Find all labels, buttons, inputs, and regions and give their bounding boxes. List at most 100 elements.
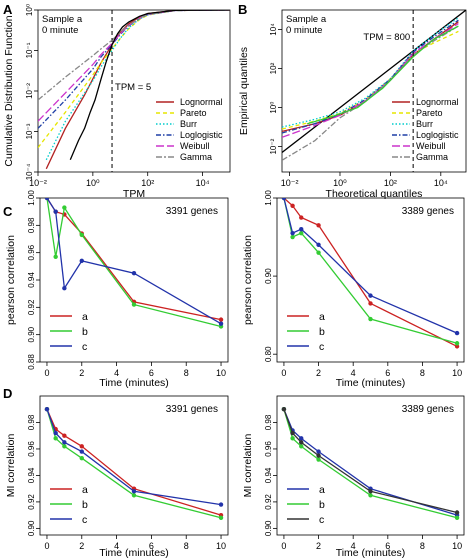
y-tick-label: 0.88	[27, 354, 36, 370]
series-group	[44, 407, 224, 520]
panel-1: B 10⁻² 10⁰ 10² 10⁴ 10⁻² 10⁰ 10² 10⁴ Theoretical q…	[238, 2, 467, 200]
data-point-c	[79, 258, 84, 264]
x-tick-label: 6	[385, 541, 390, 551]
panel-2: C 0 2 4 6 8 10 0.88 0.90 0.92 0.94 0.96 0.98 1.00 Time…	[3, 190, 229, 389]
series-group	[44, 198, 224, 329]
y-axis-label: pearson correlation	[5, 235, 17, 325]
legend-label: c	[319, 341, 324, 353]
series-line-c	[283, 408, 458, 514]
series-line-b	[283, 409, 458, 519]
data-point-b	[299, 444, 304, 449]
x-tick-label: 10²	[384, 178, 397, 188]
data-point-c	[281, 407, 287, 412]
y-axis-label: MI correlation	[242, 434, 254, 498]
y-tick-label: 0.90	[264, 520, 273, 536]
data-point-c	[290, 430, 295, 436]
x-tick-label: 10⁰	[86, 178, 100, 188]
x-tick-label: 4	[351, 368, 356, 378]
panel-letter: C	[3, 204, 13, 219]
data-point-c	[131, 270, 137, 276]
x-tick-label: 10⁰	[333, 178, 347, 188]
data-point-b	[131, 493, 137, 498]
panel-letter: D	[3, 386, 12, 401]
x-tick-label: 6	[149, 368, 154, 378]
data-point-b	[53, 436, 58, 441]
data-point-a	[62, 433, 67, 438]
legend-label: Gamma	[180, 152, 212, 162]
x-tick-label: 8	[420, 541, 425, 551]
x-tick-label: 8	[184, 541, 189, 551]
legend-label: a	[319, 311, 325, 323]
legend-label: b	[319, 499, 325, 511]
x-tick-label: 8	[420, 368, 425, 378]
x-tick-label: 10²	[141, 178, 154, 188]
y-tick-label: 0.92	[264, 494, 273, 510]
y-tick-label: 0.96	[264, 441, 273, 457]
x-tick-label: 2	[316, 368, 321, 378]
data-point-c	[62, 440, 67, 445]
y-tick-label: 10⁻¹	[25, 42, 34, 58]
y-tick-label: 0.96	[27, 441, 36, 457]
legend-label: Burr	[180, 119, 197, 129]
legend-label: c	[319, 514, 324, 526]
series-line-reference	[69, 10, 230, 161]
x-tick-label: 0	[281, 368, 286, 378]
data-point-c	[62, 286, 67, 291]
panel-letter: B	[238, 2, 247, 17]
x-tick-label: 0	[44, 541, 49, 551]
x-tick-label: 0	[44, 368, 49, 378]
x-axis-label: Time (minutes)	[99, 377, 169, 389]
data-point-b	[79, 232, 84, 238]
data-point-c	[454, 330, 460, 336]
x-tick-label: 10⁴	[196, 178, 210, 188]
data-point-a	[218, 317, 224, 322]
x-tick-label: 4	[114, 368, 119, 378]
x-tick-label: 10⁴	[434, 178, 448, 188]
data-point-a	[299, 215, 304, 220]
x-axis-label: Time (minutes)	[99, 547, 169, 559]
x-tick-label: 10	[216, 541, 226, 551]
panel-4: D 0 2 4 6 8 10 0.90 0.92 0.94 0.96 0.98 Time (minute…	[3, 386, 229, 559]
x-tick-label: 2	[79, 541, 84, 551]
y-tick-label: 1.00	[264, 190, 273, 206]
series-line-a	[283, 198, 458, 347]
x-tick-label: 6	[385, 368, 390, 378]
data-point-b	[62, 444, 67, 449]
x-axis-label: Time (minutes)	[336, 547, 406, 559]
annotation: Sample a	[286, 14, 327, 25]
x-tick-label: 10⁻²	[281, 178, 299, 188]
data-point-b	[454, 341, 460, 346]
legend-label: Pareto	[416, 108, 443, 118]
annotation: Sample a	[42, 14, 83, 25]
y-tick-label: 0.90	[27, 520, 36, 536]
legend-label: Pareto	[180, 108, 207, 118]
data-point-c	[368, 489, 373, 494]
plot-frame	[281, 9, 467, 173]
data-point-c	[218, 321, 224, 326]
y-axis-label: Cumulative Distribution Function	[3, 15, 15, 166]
x-tick-label: 0	[281, 541, 286, 551]
data-point-c	[281, 198, 287, 201]
annotation: 3389 genes	[402, 404, 454, 415]
x-tick-label: 4	[114, 541, 119, 551]
data-point-a	[454, 344, 460, 349]
y-tick-label: 0.94	[27, 272, 36, 288]
panel-3: 0 2 4 6 8 10 0.80 0.90 1.00 Time (minutes) pearson…	[242, 190, 465, 389]
y-tick-label: 0.92	[27, 494, 36, 510]
x-tick-label: 2	[316, 541, 321, 551]
y-tick-label: 0.98	[27, 414, 36, 430]
data-point-c	[53, 209, 58, 214]
y-axis-label: Empirical quantiles	[238, 47, 250, 135]
data-point-b	[368, 493, 373, 498]
annotation: 3391 genes	[166, 404, 218, 415]
data-point-b	[290, 436, 295, 441]
y-tick-label: 0.94	[264, 467, 273, 483]
legend-label: c	[82, 514, 87, 526]
plot-frame	[276, 395, 465, 536]
data-point-c	[44, 198, 50, 201]
series-line-b	[46, 409, 222, 519]
legend-label: a	[82, 484, 88, 496]
legend-label: Burr	[416, 119, 433, 129]
y-tick-label: 10⁻⁴	[25, 163, 34, 180]
y-tick-label: 10²	[269, 62, 278, 74]
